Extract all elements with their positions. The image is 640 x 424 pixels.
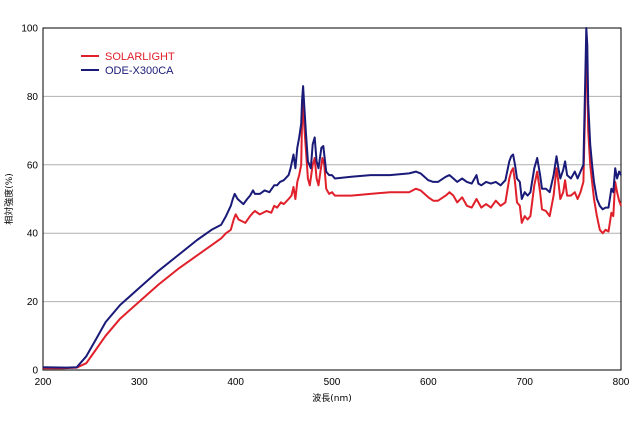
- legend: SOLARLIGHT ODE-X300CA: [81, 51, 175, 77]
- y-tick-label: 80: [27, 92, 39, 103]
- series-line-ode-x300ca: [42, 27, 622, 369]
- legend-label-solarlight: SOLARLIGHT: [105, 51, 175, 63]
- y-tick-label: 0: [32, 366, 38, 377]
- x-axis-title: 波長(nm): [312, 392, 352, 404]
- x-tick-label: 500: [324, 377, 341, 388]
- x-tick-label: 800: [613, 377, 630, 388]
- plot-area-frame: [42, 27, 622, 371]
- y-tick-label: 100: [21, 24, 38, 35]
- x-tick-label: 200: [35, 377, 52, 388]
- x-tick-label: 300: [131, 377, 148, 388]
- y-tick-label: 40: [27, 229, 39, 240]
- y-axis-title: 相対強度(%): [3, 173, 15, 225]
- x-tick-label: 400: [227, 377, 244, 388]
- y-tick-label: 60: [27, 160, 39, 171]
- y-tick-label: 20: [27, 297, 39, 308]
- gridlines: [43, 95, 621, 303]
- series-line-solarlight: [43, 44, 622, 370]
- x-tick-label: 600: [420, 377, 437, 388]
- axis-ticks: 0 20 40 60 80 100 200 300 400 500 600 700 800: [21, 24, 629, 389]
- series-lines: [42, 27, 622, 370]
- x-tick-label: 700: [516, 377, 533, 388]
- legend-label-ode-x300ca: ODE-X300CA: [105, 65, 174, 77]
